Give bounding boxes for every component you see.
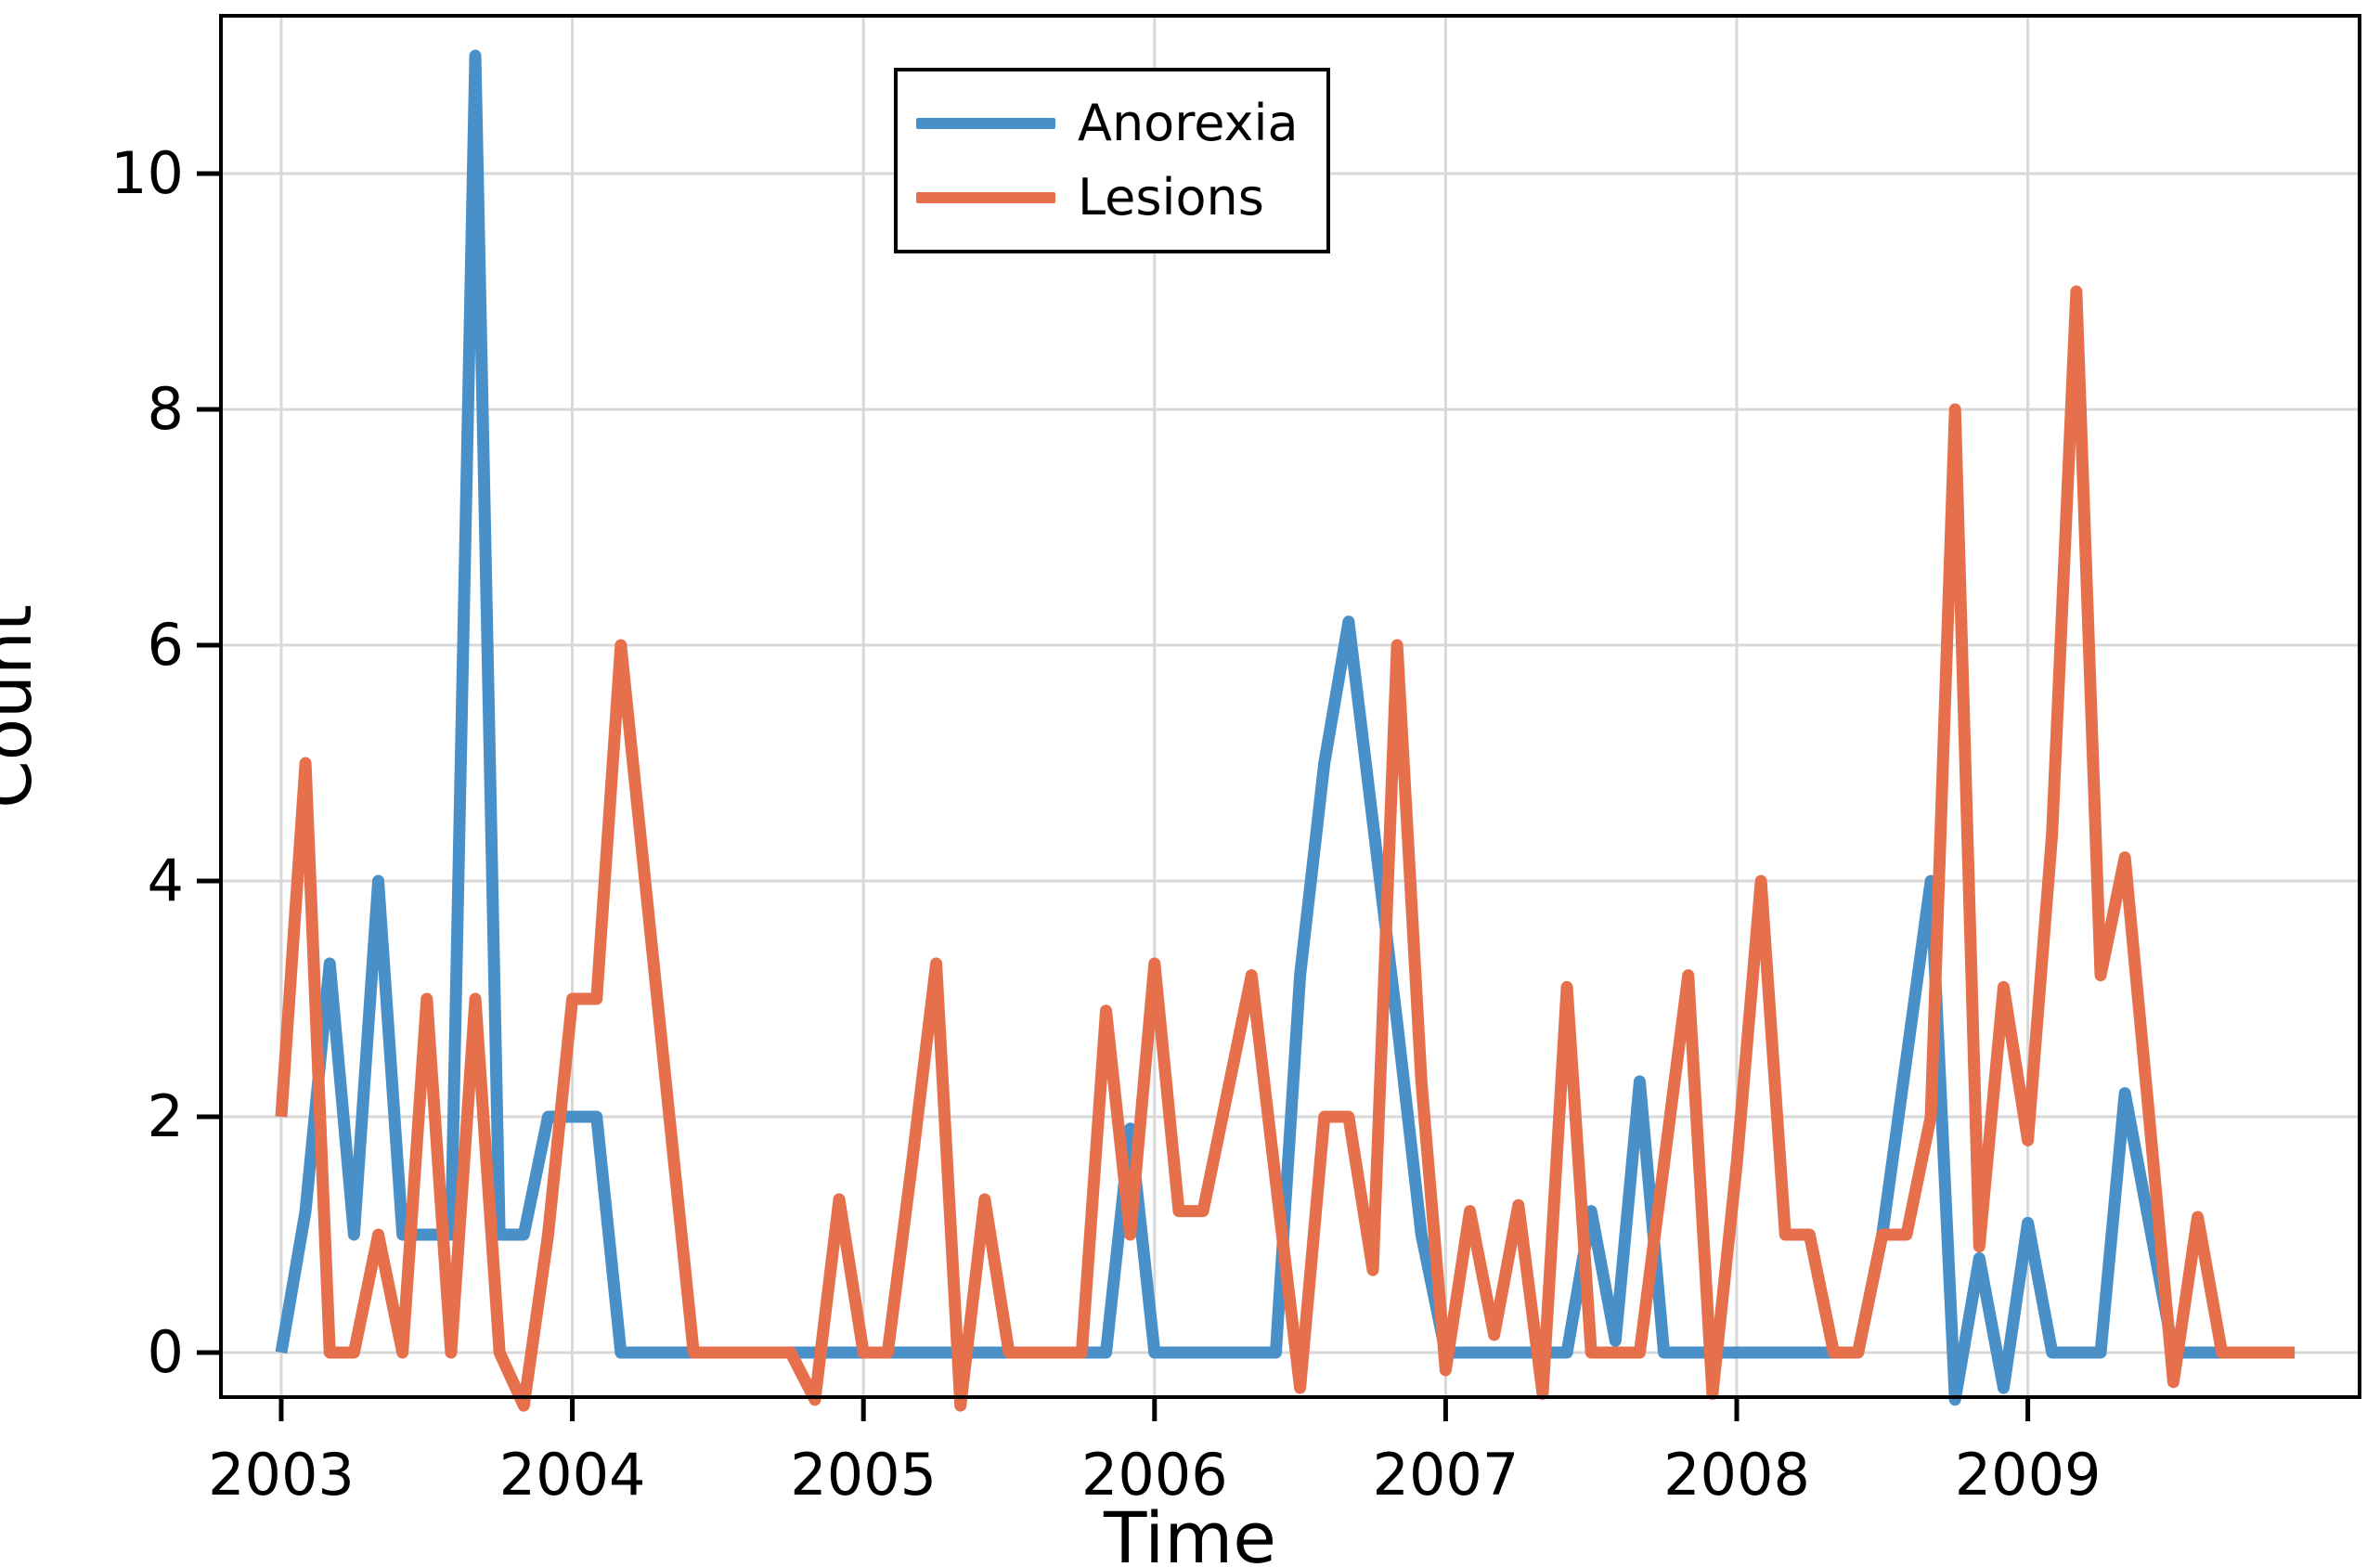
x-tick-label: 2006 [1081, 1441, 1228, 1509]
legend-entry-anorexia: Anorexia [898, 98, 1326, 149]
x-tick-label: 2007 [1373, 1441, 1520, 1509]
x-tick-label: 2004 [499, 1441, 646, 1509]
x-axis-title: Time [0, 1496, 2380, 1567]
y-axis-title-text: Count [0, 604, 47, 809]
legend-label-anorexia: Anorexia [1078, 94, 1299, 152]
legend-label-lesions: Lesions [1078, 168, 1264, 227]
x-tick-label: 2008 [1663, 1441, 1810, 1509]
x-tick-label: 2009 [1955, 1441, 2102, 1509]
anorexia-line-swatch [916, 118, 1055, 129]
anorexia-series-line [275, 49, 2222, 1406]
y-tick-label: 8 [148, 375, 184, 443]
y-tick-label: 0 [148, 1318, 184, 1386]
lesions-line-swatch [916, 192, 1055, 203]
x-axis-title-text: Time [1104, 1496, 1276, 1567]
y-tick-label: 10 [110, 139, 184, 207]
y-tick-label: 4 [148, 847, 184, 914]
legend: Anorexia Lesions [894, 68, 1330, 253]
legend-entry-lesions: Lesions [898, 173, 1326, 223]
lesions-series-line [275, 285, 2296, 1412]
x-tick-label: 2003 [208, 1441, 355, 1509]
x-tick-label: 2005 [790, 1441, 937, 1509]
y-tick-label: 6 [148, 611, 184, 679]
y-tick-label: 2 [148, 1082, 184, 1150]
axes-frame [219, 14, 2361, 1399]
